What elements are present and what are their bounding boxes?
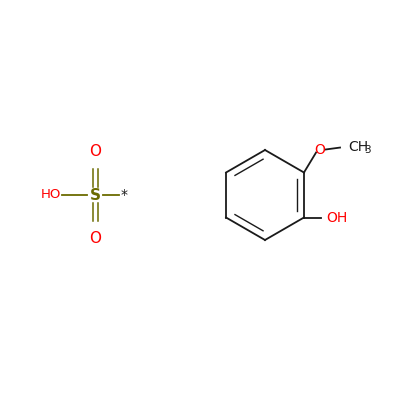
Text: CH: CH	[348, 140, 368, 154]
Text: O: O	[314, 142, 326, 156]
Text: OH: OH	[326, 210, 347, 224]
Text: 3: 3	[364, 144, 371, 154]
Text: HO: HO	[41, 188, 61, 202]
Text: S: S	[90, 188, 100, 202]
Text: O: O	[89, 144, 101, 159]
Text: *: *	[121, 188, 128, 202]
Text: O: O	[89, 231, 101, 246]
